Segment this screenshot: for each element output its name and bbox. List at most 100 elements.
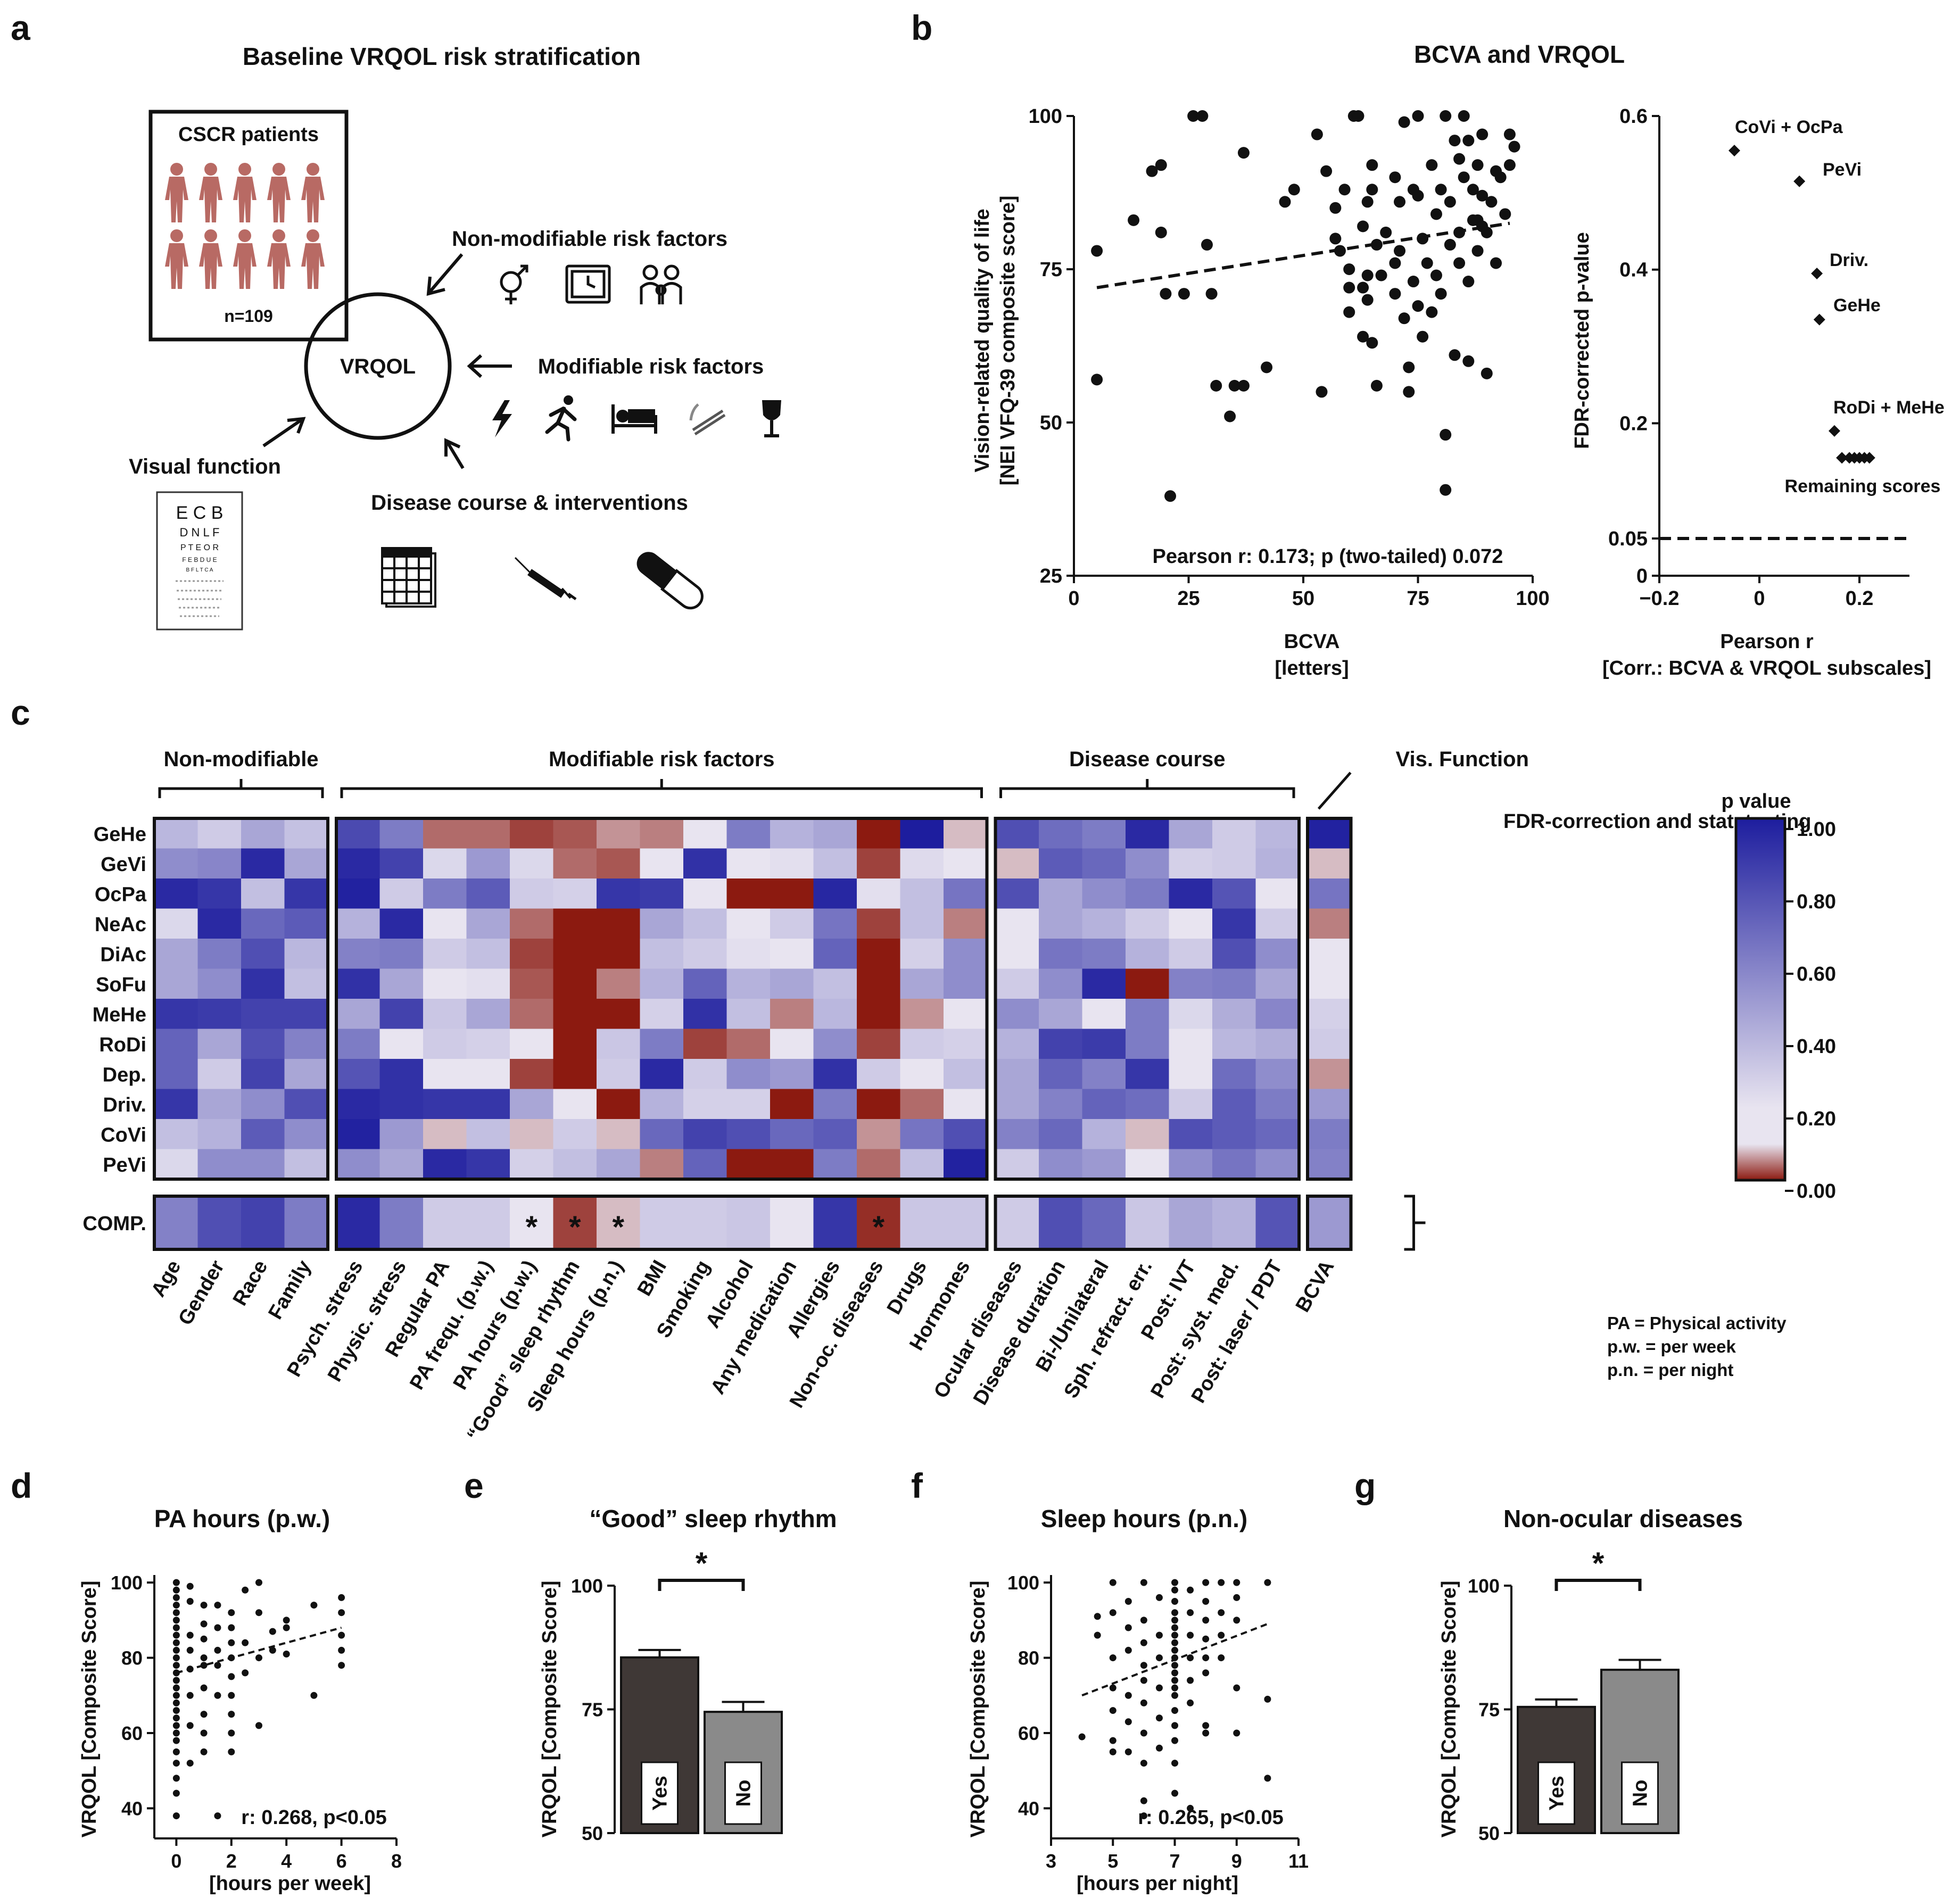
- heatmap-cell: [1255, 878, 1300, 909]
- heatmap-cell: [813, 1149, 857, 1180]
- vrqol-circle: [304, 292, 452, 440]
- heatmap-cell: [857, 1149, 900, 1180]
- heatmap-comp-cell: [1039, 1196, 1082, 1249]
- heatmap-cell: [379, 939, 424, 969]
- x-tick-label: −0.2: [1639, 587, 1679, 610]
- heatmap-cell: [1039, 968, 1082, 999]
- abbrev-pw: p.w. = per week: [1607, 1337, 1736, 1356]
- heatmap-cell: [379, 968, 424, 999]
- heatmap-cell: [197, 818, 242, 849]
- heatmap-cell: [466, 968, 510, 999]
- data-point: [310, 1692, 318, 1699]
- heatmap-cell: [154, 908, 198, 939]
- heatmap-cell: [813, 939, 857, 969]
- arrowhead-disease-course: [444, 438, 461, 457]
- heatmap-cell: [857, 968, 900, 999]
- heatmap-cell: [640, 1119, 684, 1149]
- y-tick-label: 25: [1040, 565, 1062, 587]
- category-label-box: [1537, 1761, 1575, 1825]
- heatmap-cell: [553, 1059, 597, 1089]
- heatmap-cell: [379, 1149, 424, 1180]
- heatmap-cell: [241, 878, 285, 909]
- data-point: [1160, 288, 1172, 300]
- data-point: [1444, 196, 1456, 208]
- data-point: [1187, 1586, 1194, 1594]
- data-point: [1202, 1579, 1210, 1586]
- data-point: [1171, 1609, 1178, 1617]
- heatmap-cell: [944, 1149, 987, 1180]
- f-xlabel: [hours per night]: [1077, 1872, 1238, 1895]
- legend-ticks: 1.00 0.80 0.60 0.40 0.20 0.00: [1785, 818, 1836, 1203]
- data-point: [1361, 294, 1374, 306]
- heatmap-column-label: Age: [147, 1257, 185, 1301]
- heatmap-cell: [683, 939, 727, 969]
- abbrev-pn: p.n. = per night: [1607, 1360, 1733, 1380]
- heatmap-comp-cell: [336, 1196, 380, 1249]
- heatmap-cell: [995, 1089, 1039, 1120]
- heatmap-cell: [1308, 1089, 1351, 1120]
- heatmap-cell: [683, 1089, 727, 1120]
- y-tick-label: 100: [571, 1575, 603, 1597]
- heatmap-cell: [1255, 1029, 1300, 1059]
- heatmap-cell: [944, 939, 987, 969]
- heatmap-cell: [944, 908, 987, 939]
- heatmap-cell: [857, 1119, 900, 1149]
- heatmap-cell: [510, 1149, 553, 1180]
- data-point: [1210, 379, 1222, 392]
- data-point: [1389, 171, 1401, 184]
- heatmap-cell: [553, 1119, 597, 1149]
- data-point: [283, 1651, 290, 1657]
- heatmap-cell: [284, 908, 328, 939]
- data-point: [1499, 208, 1511, 220]
- data-point: [1320, 165, 1333, 177]
- heatmap-row-label: CoVi: [101, 1124, 146, 1146]
- data-point: [1187, 1677, 1194, 1684]
- patient-person-icon: [301, 163, 325, 222]
- data-point: [172, 1646, 180, 1654]
- data-point: [200, 1748, 208, 1755]
- heatmap-cell: [1126, 1059, 1169, 1089]
- heatmap-column-label: BCVA: [1292, 1257, 1339, 1316]
- heatmap-cell: [1169, 1119, 1213, 1149]
- heatmap-comp-cell: [466, 1196, 510, 1249]
- heatmap-cell: [726, 1149, 771, 1180]
- heatmap-cell: [379, 1059, 424, 1089]
- heatmap-cell: [423, 1149, 467, 1180]
- category-label-box: [1621, 1761, 1659, 1825]
- heatmap-cell: [1082, 818, 1126, 849]
- heatmap-cell: [1126, 1119, 1169, 1149]
- b-right-ylabel: FDR-corrected p-value: [1571, 232, 1593, 449]
- data-point: [1421, 257, 1433, 269]
- heatmap-cell: [995, 1029, 1039, 1059]
- heatmap-cell: [336, 1059, 380, 1089]
- heatmap-row-label: NeAc: [95, 914, 146, 936]
- heatmap-cell: [857, 939, 900, 969]
- data-point: [1329, 202, 1342, 214]
- data-point: [1494, 171, 1507, 184]
- data-point: [1462, 355, 1475, 367]
- data-point: [1481, 226, 1493, 238]
- heatmap-cell: [466, 1089, 510, 1120]
- y-tick-label: 75: [1040, 259, 1062, 281]
- vrqol-center-label: VRQOL: [340, 355, 416, 378]
- data-point: [172, 1617, 180, 1624]
- panel-b-letter: b: [911, 8, 932, 47]
- heatmap-cell: [900, 908, 944, 939]
- panel-d: d PA hours (p.w.) VRQOL [Composite Score…: [11, 1466, 402, 1895]
- heatmap-cell: [1169, 848, 1213, 879]
- heatmap-cell: [900, 1059, 944, 1089]
- data-point: [228, 1624, 235, 1631]
- arrowhead-visual-function: [287, 417, 306, 434]
- heatmap-cell: [640, 848, 684, 879]
- data-point: [1091, 374, 1103, 386]
- patients-label: CSCR patients: [178, 123, 319, 146]
- significance-star: *: [525, 1210, 537, 1245]
- data-point: [1109, 1579, 1117, 1586]
- heatmap-cell: [1255, 999, 1300, 1029]
- heatmap-cell: [553, 999, 597, 1029]
- heatmap-cell: [726, 818, 771, 849]
- data-point: [172, 1722, 180, 1729]
- d-ylabel: VRQOL [Composite Score]: [78, 1581, 101, 1838]
- data-point: [1449, 349, 1461, 361]
- heatmap-cell: [1308, 908, 1351, 939]
